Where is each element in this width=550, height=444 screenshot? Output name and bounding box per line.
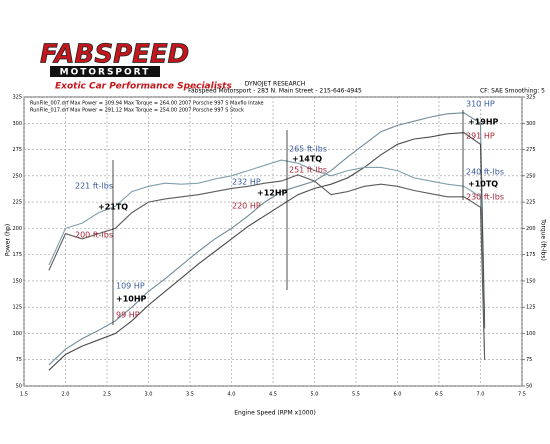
y-tick-label: 250 xyxy=(12,173,22,179)
y-tick-label: 75 xyxy=(16,357,22,363)
y-tick-label: 300 xyxy=(12,121,22,127)
y-tick-label: 275 xyxy=(12,147,22,153)
y2-tick-label: 200 xyxy=(526,226,536,232)
series-line xyxy=(48,132,486,371)
y-tick-label: 50 xyxy=(16,384,22,390)
logo-slogan: Exotic Car Performance Specialists xyxy=(55,82,232,92)
x-tick-label: 5.5 xyxy=(352,392,360,398)
y-axis-label: Power (hp) xyxy=(5,224,12,256)
annotation: 221 ft-lbs xyxy=(75,182,113,191)
annotation: 99 HP xyxy=(116,311,140,320)
x-tick-label: 4.0 xyxy=(228,392,236,398)
y2-tick-label: 275 xyxy=(526,147,536,153)
y-tick-label: 175 xyxy=(12,252,22,258)
subheader: Fabspeed Motorsport - 283 N. Main Street… xyxy=(188,88,362,95)
x-tick-label: 1.5 xyxy=(20,392,28,398)
annotation: 220 HP xyxy=(232,202,261,211)
series-line xyxy=(48,112,486,366)
y2-tick-label: 250 xyxy=(526,173,536,179)
x-tick-label: 2.0 xyxy=(62,392,70,398)
x-tick-label: 3.0 xyxy=(145,392,153,398)
annotation: +14TQ xyxy=(292,155,322,164)
series-line xyxy=(48,159,486,355)
annotation: +12HP xyxy=(257,189,288,198)
y2-tick-label: 125 xyxy=(526,305,536,311)
y2-tick-label: 100 xyxy=(526,331,536,337)
annotation: +10TQ xyxy=(468,180,498,189)
annotation: 291 HP xyxy=(466,132,495,141)
x-tick-label: 6.5 xyxy=(435,392,443,398)
x-tick-label: 7.0 xyxy=(477,392,485,398)
annotation: +10HP xyxy=(116,295,147,304)
x-axis-label: Engine Speed (RPM x1000) xyxy=(234,410,316,417)
annotation: 232 HP xyxy=(232,178,261,187)
y2-axis-label: Torque (ft-lbs) xyxy=(540,218,547,261)
y2-tick-label: 175 xyxy=(526,252,536,258)
legend-run: RunFile_007.drf Max Power = 309.94 Max T… xyxy=(30,101,264,107)
x-tick-label: 5.0 xyxy=(311,392,319,398)
x-tick-label: 6.0 xyxy=(394,392,402,398)
annotation: +21TQ xyxy=(98,203,128,212)
annotation: 251 ft-lbs xyxy=(289,166,327,175)
y-tick-label: 325 xyxy=(12,95,22,101)
settings: CF: SAE Smoothing: 5 xyxy=(480,88,545,95)
y2-tick-label: 50 xyxy=(526,384,532,390)
annotation: 200 ft-lbs xyxy=(75,231,113,240)
annotation: 310 HP xyxy=(466,100,495,109)
y-tick-label: 225 xyxy=(12,200,22,206)
y2-tick-label: 325 xyxy=(526,95,536,101)
y-tick-label: 100 xyxy=(12,331,22,337)
annotation: 109 HP xyxy=(116,282,145,291)
y-tick-label: 150 xyxy=(12,278,22,284)
logo-bar xyxy=(50,66,160,77)
y2-tick-label: 75 xyxy=(526,357,532,363)
y2-tick-label: 300 xyxy=(526,121,536,127)
legend-run: RunFile_017.drf Max Power = 291.12 Max T… xyxy=(30,108,244,114)
y-tick-label: 125 xyxy=(12,305,22,311)
x-tick-label: 2.5 xyxy=(103,392,111,398)
logo-name: FABSPEED xyxy=(40,40,189,70)
header: DYNOJET RESEARCH xyxy=(245,81,306,88)
annotation: +19HP xyxy=(468,118,499,127)
annotation: 230 ft-lbs xyxy=(466,193,504,202)
annotation: 240 ft-lbs xyxy=(466,168,504,177)
annotation: 265 ft-lbs xyxy=(289,145,327,154)
logo-sub: MOTORSPORT xyxy=(60,68,151,78)
series-line xyxy=(48,174,486,360)
x-tick-label: 4.5 xyxy=(269,392,277,398)
y2-tick-label: 225 xyxy=(526,200,536,206)
y2-tick-label: 150 xyxy=(526,278,536,284)
y-tick-label: 200 xyxy=(12,226,22,232)
x-tick-label: 7.5 xyxy=(518,392,526,398)
x-tick-label: 3.5 xyxy=(186,392,194,398)
